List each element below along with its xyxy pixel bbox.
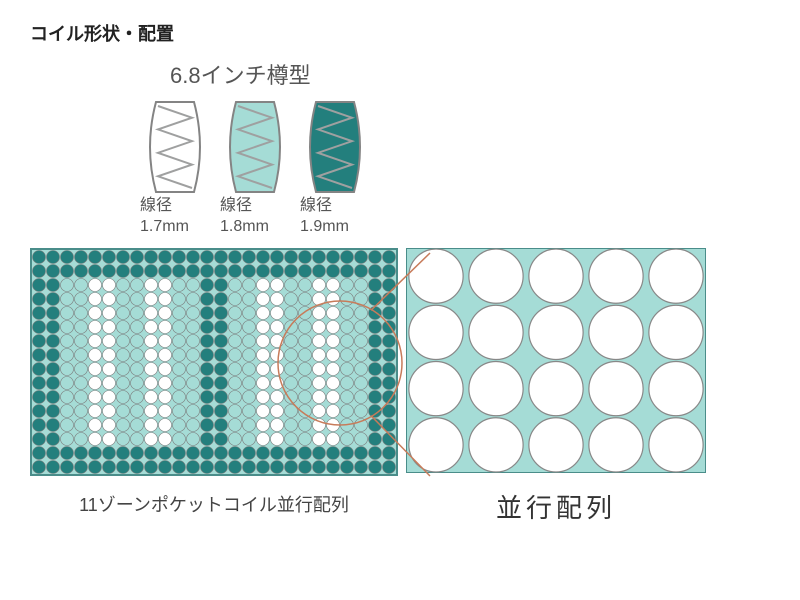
grid-caption: 11ゾーンポケットコイル並行配列: [79, 491, 349, 517]
coil-unit-0: 線径1.7mm: [140, 98, 210, 238]
subtitle: 6.8インチ樽型: [170, 58, 770, 90]
bottom-row: 11ゾーンポケットコイル並行配列 並行配列: [30, 248, 770, 525]
grid-block: 11ゾーンポケットコイル並行配列: [30, 248, 398, 517]
detail-grid: [406, 248, 706, 478]
barrel-coil-icon: [224, 98, 286, 196]
coil-label: 線径1.8mm: [220, 196, 290, 238]
coil-label: 線径1.9mm: [300, 196, 370, 238]
coil-unit-1: 線径1.8mm: [220, 98, 290, 238]
coil-label: 線径1.7mm: [140, 196, 210, 238]
detail-caption: 並行配列: [496, 488, 616, 525]
coil-grid: [30, 248, 398, 481]
page-title: コイル形状・配置: [30, 20, 770, 46]
barrel-coil-icon: [304, 98, 366, 196]
coil-row: 線径1.7mm線径1.8mm線径1.9mm: [140, 98, 770, 238]
coil-unit-2: 線径1.9mm: [300, 98, 370, 238]
detail-block: 並行配列: [406, 248, 706, 525]
barrel-coil-icon: [144, 98, 206, 196]
